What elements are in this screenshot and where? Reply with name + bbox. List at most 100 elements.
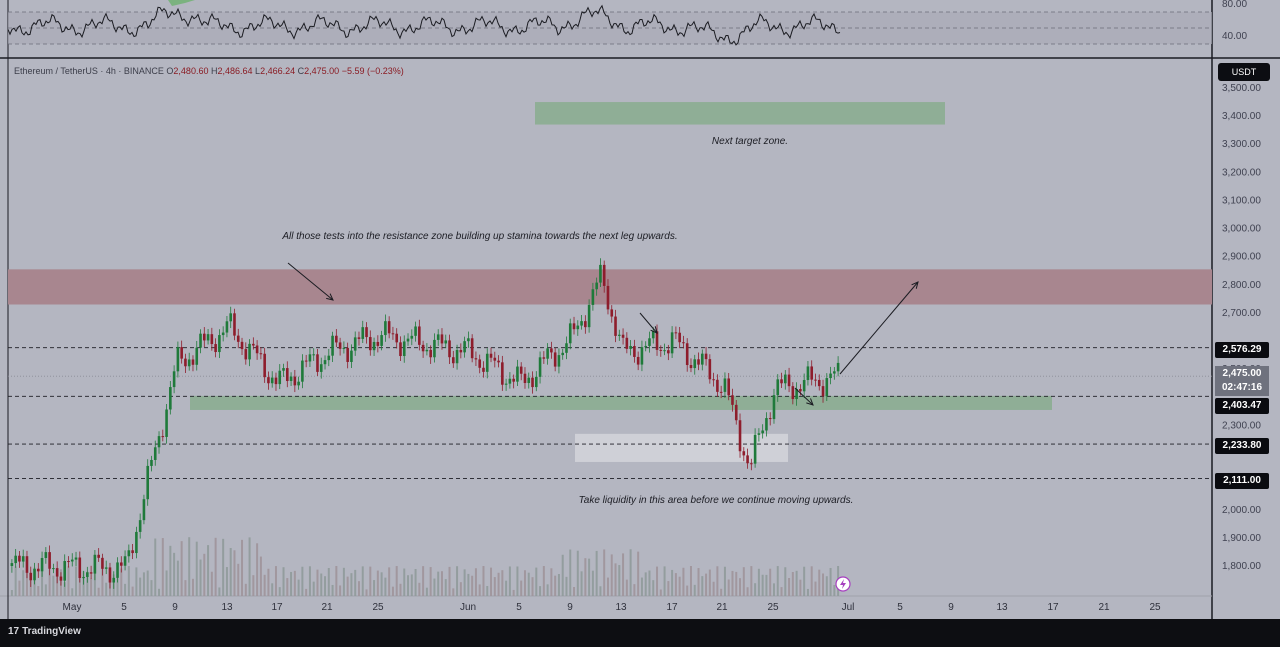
candle-body <box>202 333 206 341</box>
time-axis[interactable]: May 5 9 13 17 21 25 Jun 5 9 13 17 21 25 Jul 5 9 13 17 21 25 <box>63 602 1161 613</box>
volume-bar <box>342 567 345 596</box>
volume-bar <box>86 571 89 596</box>
volume-bar <box>490 567 493 596</box>
volume-bar <box>278 587 281 596</box>
candle-body <box>595 282 598 290</box>
volume-bar <box>407 575 410 596</box>
volume-bar <box>742 567 745 596</box>
candle-body <box>753 434 757 464</box>
volume-bar <box>565 576 568 596</box>
candle-body <box>97 554 100 558</box>
high-label: H <box>210 66 218 76</box>
candle-body <box>33 568 36 581</box>
volume-bar <box>373 580 376 596</box>
volume-bar <box>535 567 538 596</box>
volume-bar <box>591 570 594 596</box>
volume-bar <box>241 539 244 596</box>
volume-bar <box>158 588 161 596</box>
volume-bar <box>720 588 723 596</box>
volume-bar <box>22 570 25 596</box>
candle-body <box>587 304 591 328</box>
candle-body <box>651 331 655 339</box>
volume-bar <box>659 589 662 596</box>
alert-icon[interactable] <box>835 576 851 592</box>
candle-body <box>504 383 508 385</box>
candle-body <box>418 326 421 345</box>
candle-body <box>157 436 161 448</box>
candle-body <box>814 379 817 381</box>
currency-selector[interactable]: USDT <box>1218 63 1270 81</box>
candle-body <box>644 345 648 348</box>
volume-bar <box>161 538 164 596</box>
date-tick-6: 25 <box>372 602 384 613</box>
volume-bar <box>614 563 617 596</box>
volume-bar <box>308 566 311 596</box>
price-axis[interactable]: 3,500.00 3,400.00 3,300.00 3,200.00 3,100.00… <box>1222 83 1261 572</box>
volume-bar <box>561 554 564 596</box>
candle-body <box>821 386 825 397</box>
candle-body <box>474 358 478 360</box>
volume-bar <box>803 566 806 596</box>
volume-bar <box>229 547 232 596</box>
volume-bar <box>274 566 277 596</box>
price-tick-7: 2,800.00 <box>1222 280 1261 291</box>
candle-body <box>361 327 365 339</box>
target-zone-label: Next target zone. <box>712 136 788 147</box>
candle-body <box>18 555 21 562</box>
dip-arrow-shaft <box>794 387 814 406</box>
candle-body <box>346 347 349 362</box>
candle-body <box>395 333 399 343</box>
candle-body <box>82 576 85 579</box>
candle-body <box>410 335 414 339</box>
tradingview-logo[interactable]: 17 TradingView <box>8 626 81 637</box>
volume-bar <box>482 566 485 596</box>
target-zone <box>535 102 945 125</box>
volume-bar <box>761 574 764 596</box>
date-tick-19: 21 <box>1098 602 1110 613</box>
candle-body <box>493 357 497 361</box>
candle-body <box>508 378 512 384</box>
pullback-arrow-head <box>650 326 658 334</box>
price-tick-8: 2,700.00 <box>1222 308 1261 319</box>
date-tick-0: May <box>63 602 82 613</box>
candle-body <box>135 531 138 554</box>
candle-body <box>323 360 327 365</box>
candle-body <box>55 568 59 577</box>
volume-bar <box>56 573 59 596</box>
candle-body <box>236 335 240 342</box>
target-arrow-head <box>911 281 919 289</box>
volume-bar <box>723 566 726 596</box>
volume-bar <box>682 567 685 596</box>
volume-bar <box>233 550 236 596</box>
liquidity-zone <box>575 433 788 462</box>
candle-body <box>670 332 674 354</box>
date-tick-1: 5 <box>121 602 127 613</box>
volume-bar <box>150 580 153 596</box>
candle-body <box>467 338 470 342</box>
volume-bar <box>267 568 270 596</box>
volume-bar <box>414 569 417 596</box>
volume-bar <box>595 550 598 596</box>
volume-bar <box>237 563 240 596</box>
volume-bar <box>252 575 255 596</box>
candle-body <box>663 350 666 352</box>
volume-bar <box>71 588 74 596</box>
candle-body <box>93 554 97 574</box>
candle-body <box>523 373 527 384</box>
rsi-pane: 80.00 40.00 <box>7 0 1247 46</box>
liquidity-note: Take liquidity in this area before we co… <box>579 495 854 506</box>
volume-bar <box>814 581 817 596</box>
volume-bar <box>418 582 421 596</box>
volume-bar <box>806 588 809 596</box>
candle-body <box>199 333 202 348</box>
volume-bar <box>757 568 760 596</box>
candle-body <box>617 334 621 336</box>
candle-body <box>297 381 300 386</box>
candle-body <box>29 572 33 581</box>
volume-bar <box>93 567 96 596</box>
candle-body <box>538 357 542 377</box>
date-tick-16: 9 <box>948 602 954 613</box>
volume-bar <box>652 580 655 596</box>
open-value: 2,480.60 <box>173 66 209 76</box>
